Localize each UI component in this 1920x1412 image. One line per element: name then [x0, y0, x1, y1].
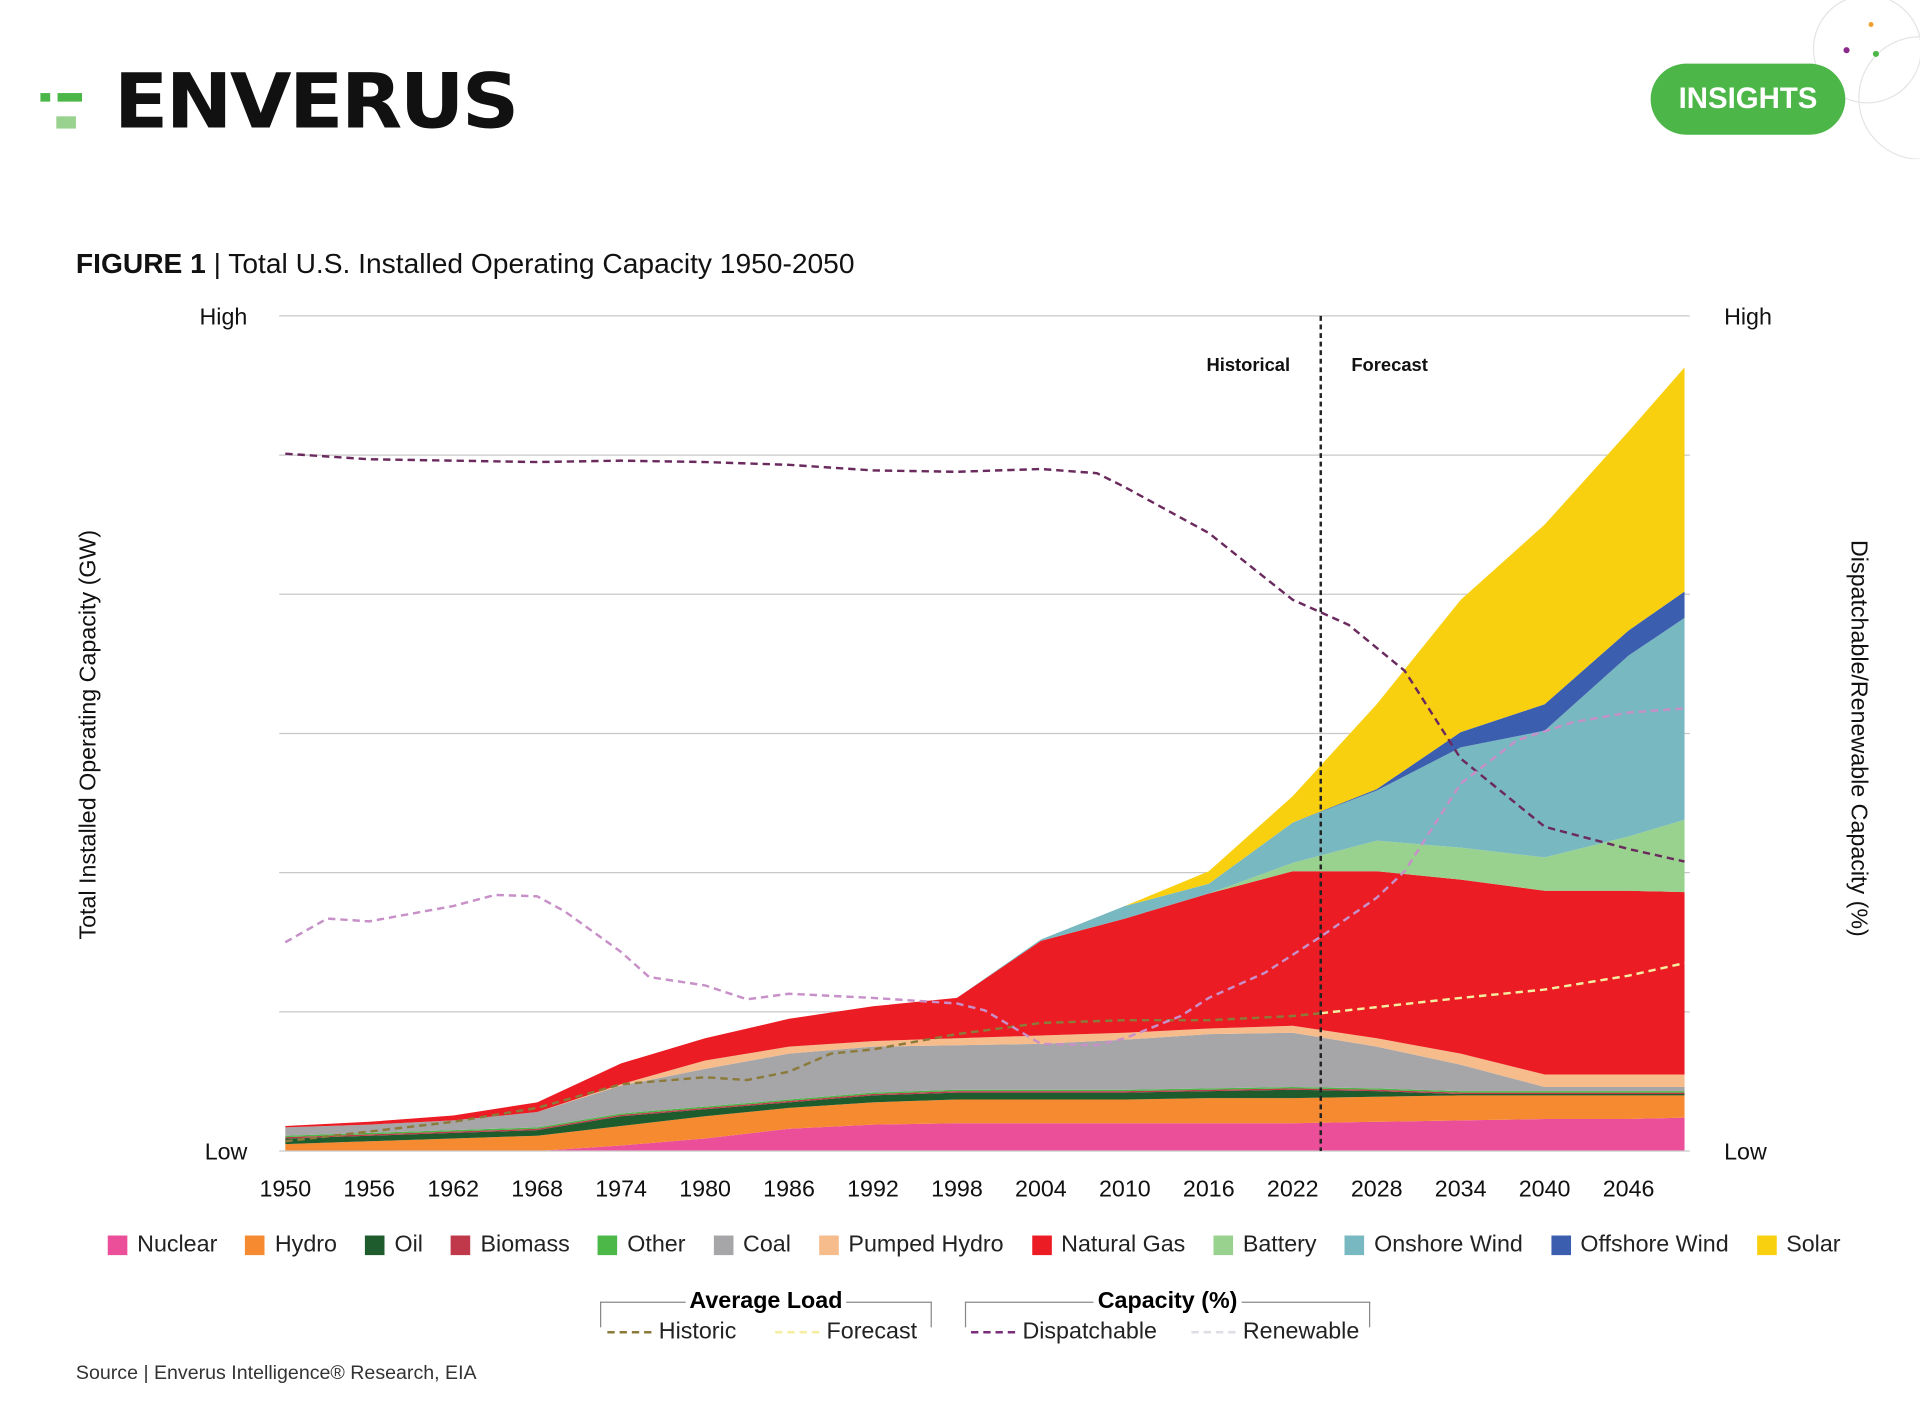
area-nuclear — [285, 1117, 1685, 1152]
insights-badge: INSIGHTS — [1650, 63, 1846, 135]
capacity-legend: Capacity (%) — [964, 1288, 1371, 1328]
x-tick-label: 1986 — [763, 1175, 815, 1201]
capacity-chart: Historical Forecast 1950 1956 1962 1968 1974 19… — [75, 303, 1873, 1201]
x-tick-label: 1956 — [343, 1175, 395, 1201]
legend-swatch — [1344, 1235, 1365, 1256]
legend-swatch — [1551, 1235, 1571, 1256]
legend-label: Coal — [743, 1231, 791, 1258]
x-tick-label: 1974 — [595, 1175, 647, 1201]
line-renewable — [284, 707, 1685, 1047]
legend-biomass: Biomass — [451, 1232, 570, 1259]
legend-label: Onshore Wind — [1374, 1231, 1523, 1258]
legend-swatch — [1213, 1235, 1234, 1256]
source-note: Source | Enverus Intelligence® Research,… — [75, 1362, 477, 1384]
legend-dispatchable: Dispatchable — [971, 1319, 1157, 1346]
figure-title: FIGURE 1 | Total U.S. Installed Operatin… — [75, 247, 855, 280]
legend-pumped-hydro: Pumped Hydro — [819, 1232, 1004, 1259]
legend-solar: Solar — [1756, 1231, 1841, 1259]
legend-historic: Historic — [607, 1319, 736, 1346]
area-coal — [285, 1032, 1685, 1136]
x-tick-label: 2028 — [1351, 1175, 1403, 1201]
legend-swatch — [1031, 1235, 1052, 1256]
legend-battery: Battery — [1213, 1231, 1317, 1259]
line-historic — [285, 1012, 1321, 1143]
legend-swatch — [365, 1235, 385, 1256]
historical-label: Historical — [1206, 354, 1290, 375]
x-tick-label: 2040 — [1519, 1175, 1571, 1201]
legend-swatch — [597, 1235, 618, 1256]
area-other — [285, 1087, 1685, 1138]
fuel-legend: Nuclear Hydro Oil Biomass Other Coal Pumped Hy… — [107, 1231, 1871, 1259]
legend-label: Offshore Wind — [1580, 1231, 1729, 1258]
legend-natural-gas: Natural Gas — [1031, 1231, 1186, 1259]
legend-other: Other — [597, 1231, 686, 1259]
legend-coal: Coal — [713, 1231, 791, 1259]
x-tick-label: 1962 — [427, 1175, 479, 1201]
area-oil — [285, 1089, 1685, 1145]
x-tick-label: 1992 — [847, 1175, 899, 1201]
legend-hydro: Hydro — [245, 1231, 337, 1259]
legend-renewable: Renewable — [1191, 1319, 1359, 1346]
x-tick-label: 1950 — [259, 1175, 311, 1201]
x-tick-label: 2034 — [1435, 1175, 1487, 1201]
area-biomass — [285, 1088, 1685, 1139]
y2-axis-label: Dispatchable/Renewable Capacity (%) — [1846, 540, 1872, 937]
legend-label: Natural Gas — [1061, 1231, 1186, 1258]
y-axis-label: Total Installed Operating Capacity (GW) — [75, 530, 101, 940]
legend-label: Pumped Hydro — [848, 1231, 1004, 1258]
legend-swatch — [107, 1235, 128, 1256]
x-tick-label: 2010 — [1099, 1175, 1151, 1201]
line-forecast — [1320, 961, 1685, 1015]
area-hydro — [285, 1095, 1685, 1152]
legend-label: Hydro — [274, 1231, 337, 1258]
y2-tick-high: High — [1724, 303, 1772, 329]
legend-swatch — [1756, 1235, 1777, 1256]
y2-tick-low: Low — [1724, 1139, 1767, 1165]
x-tick-label: 2004 — [1015, 1175, 1067, 1201]
legend-forecast: Forecast — [775, 1319, 917, 1346]
legend-swatch — [451, 1235, 471, 1256]
area-natural-gas — [285, 871, 1685, 1128]
x-tick-label: 2016 — [1183, 1175, 1235, 1201]
legend-label: Other — [627, 1231, 686, 1258]
legend-swatch — [245, 1235, 266, 1256]
legend-swatch — [713, 1235, 734, 1256]
forecast-label: Forecast — [1351, 354, 1428, 375]
x-tick-label: 2022 — [1267, 1175, 1319, 1201]
legend-oil: Oil — [365, 1232, 423, 1259]
decorative-orbits — [1812, 0, 1920, 160]
x-tick-label: 1968 — [511, 1175, 563, 1201]
y-tick-high: High — [200, 303, 248, 329]
legend-label: Nuclear — [137, 1231, 218, 1258]
legend-label: Biomass — [480, 1231, 570, 1258]
average-load-legend: Average Load — [600, 1288, 932, 1328]
legend-onshore-wind: Onshore Wind — [1344, 1231, 1523, 1259]
x-tick-label: 1980 — [679, 1175, 731, 1201]
legend-nuclear: Nuclear — [107, 1231, 218, 1259]
legend-label: Solar — [1786, 1231, 1841, 1258]
legend-label: Oil — [394, 1231, 423, 1258]
legend-swatch — [819, 1235, 839, 1256]
area-solar — [285, 367, 1685, 1126]
line-dispatchable — [285, 452, 1685, 863]
y-tick-low: Low — [205, 1139, 248, 1165]
x-tick-label: 1998 — [931, 1175, 983, 1201]
legend-offshore-wind: Offshore Wind — [1551, 1232, 1729, 1259]
x-tick-label: 2046 — [1603, 1175, 1655, 1201]
legend-label: Battery — [1242, 1231, 1317, 1258]
